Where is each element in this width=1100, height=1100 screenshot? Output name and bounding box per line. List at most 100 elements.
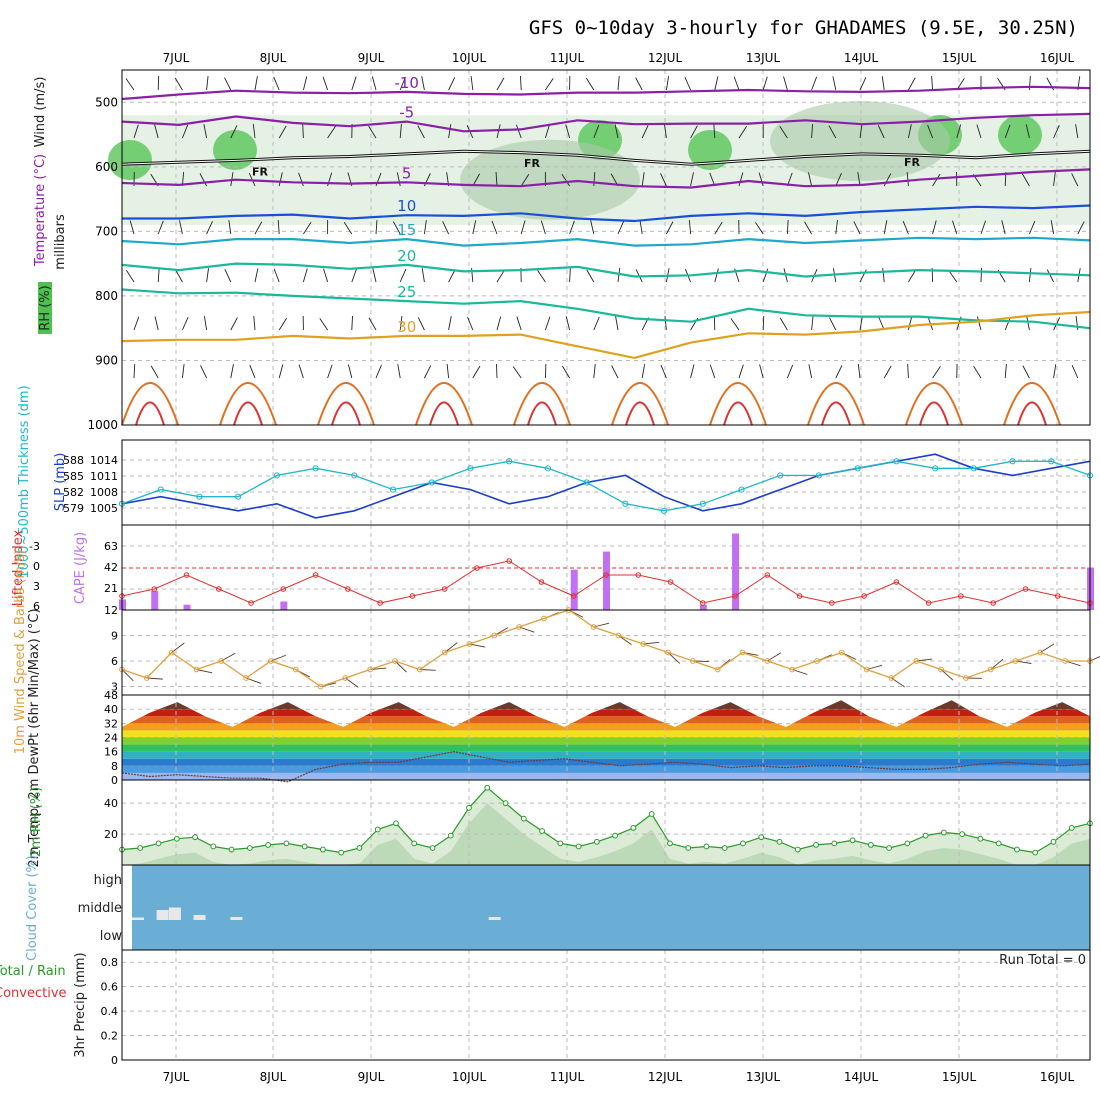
- thickness-point: [273, 472, 280, 479]
- day-label-bottom: 7JUL: [163, 1070, 190, 1084]
- day-label-bottom: 11JUL: [550, 1070, 585, 1084]
- li-point: [1054, 593, 1061, 599]
- wind-barb: [811, 316, 814, 331]
- y-tick-label: 600: [95, 160, 118, 174]
- wind-point: [590, 624, 597, 630]
- cape-axis-label: CAPE (J/kg): [73, 532, 88, 604]
- li-point: [764, 572, 771, 578]
- cape-tick-label: 21: [104, 582, 118, 595]
- li-axis-label: Lifted Index: [11, 529, 26, 606]
- temp-band: [122, 751, 1090, 759]
- wind-point: [342, 675, 349, 681]
- wind-barb: [585, 77, 595, 91]
- wind-barb: [496, 77, 505, 91]
- surface-isotherm: [121, 382, 179, 426]
- thickness-point: [1009, 458, 1016, 465]
- wind-barb: [565, 316, 571, 331]
- rh-point: [1050, 838, 1057, 845]
- wind-barb: [224, 77, 232, 91]
- wind-barb: [125, 270, 135, 283]
- y-tick-label: 500: [95, 95, 118, 109]
- cloud-bar: [168, 907, 181, 920]
- wind-barb: [1075, 124, 1079, 139]
- day-label-top: 13JUL: [746, 51, 781, 65]
- surface-isotherm: [611, 382, 669, 426]
- rh-moist-area: [213, 130, 257, 170]
- wind-barb: [516, 316, 522, 331]
- isotherm-line: [121, 112, 1091, 133]
- freezing-label: FR: [524, 157, 541, 170]
- temp-tick-label: 48: [104, 689, 118, 702]
- wind-point: [714, 666, 721, 673]
- wind-barb: [129, 220, 135, 235]
- wind-barb: [569, 267, 571, 283]
- rh-point: [813, 842, 819, 848]
- rh-point: [685, 845, 692, 851]
- wind-barb: [442, 221, 450, 235]
- wind-barb: [520, 75, 522, 91]
- wind-barb: [1028, 220, 1036, 235]
- day-label-top: 7JUL: [163, 51, 190, 65]
- wind-barb: [319, 318, 328, 331]
- surface-isotherm: [233, 401, 263, 426]
- wind-barb: [446, 364, 450, 379]
- wind-barb: [906, 172, 909, 187]
- li-point: [861, 593, 867, 599]
- isotherm-label: -5: [399, 104, 414, 122]
- li-point: [216, 586, 222, 592]
- wind-barb: [1089, 656, 1100, 662]
- isotherm-line: [121, 262, 1091, 278]
- rh-point: [831, 840, 838, 847]
- wind-barb: [690, 364, 695, 379]
- surface-isotherm: [219, 382, 277, 426]
- wind-barb: [660, 364, 667, 379]
- temperature-label: Temperature (°C): [33, 154, 48, 267]
- wind-barb: [684, 77, 692, 91]
- li-point: [151, 586, 158, 592]
- wind-barb: [1071, 173, 1079, 187]
- rh-point: [155, 840, 162, 847]
- precip-tick-label: 0.6: [101, 981, 119, 994]
- wind-barb: [952, 220, 958, 235]
- wind-barb: [302, 268, 308, 283]
- cloud-bar: [156, 910, 169, 920]
- wind-point: [416, 666, 423, 673]
- cape-bar: [183, 604, 191, 610]
- wind-point: [962, 675, 969, 681]
- wind-barb: [423, 365, 432, 379]
- thickness-tick-label: 579: [63, 502, 84, 515]
- wind-barb: [811, 76, 818, 91]
- rh-point: [466, 804, 472, 811]
- wind-point: [367, 666, 374, 673]
- legend-total-rain: Total / Rain: [0, 964, 66, 979]
- rh-point: [849, 837, 856, 844]
- y-tick-label: 900: [95, 353, 118, 367]
- wind-point: [1037, 649, 1044, 656]
- rh-area: [460, 139, 640, 220]
- temp-tick-label: 0: [111, 774, 118, 787]
- temp-band: [122, 723, 1090, 731]
- wind-barb: [927, 124, 934, 139]
- thickness-point: [235, 493, 242, 500]
- rh-point: [356, 845, 363, 851]
- wind-point: [317, 683, 324, 690]
- wind-barb: [520, 174, 530, 187]
- surface-isotherm: [429, 401, 459, 426]
- surface-isotherm: [1017, 401, 1047, 426]
- cloud-level-label: high: [94, 873, 122, 888]
- rh-line: [121, 786, 1091, 854]
- wind-barb: [1028, 268, 1032, 283]
- wind-barb: [664, 316, 667, 331]
- li-point: [829, 600, 835, 606]
- li-point: [248, 600, 254, 606]
- li-point: [893, 579, 900, 585]
- wind-barb: [472, 173, 480, 187]
- wind-barb: [467, 316, 474, 331]
- rh-point: [758, 834, 765, 841]
- wind-barb: [1050, 220, 1055, 235]
- day-label-top: 16JUL: [1040, 51, 1075, 65]
- rh-point: [721, 845, 728, 851]
- rh-point: [776, 838, 783, 845]
- rh-point: [246, 845, 253, 851]
- wind-barb: [593, 364, 596, 379]
